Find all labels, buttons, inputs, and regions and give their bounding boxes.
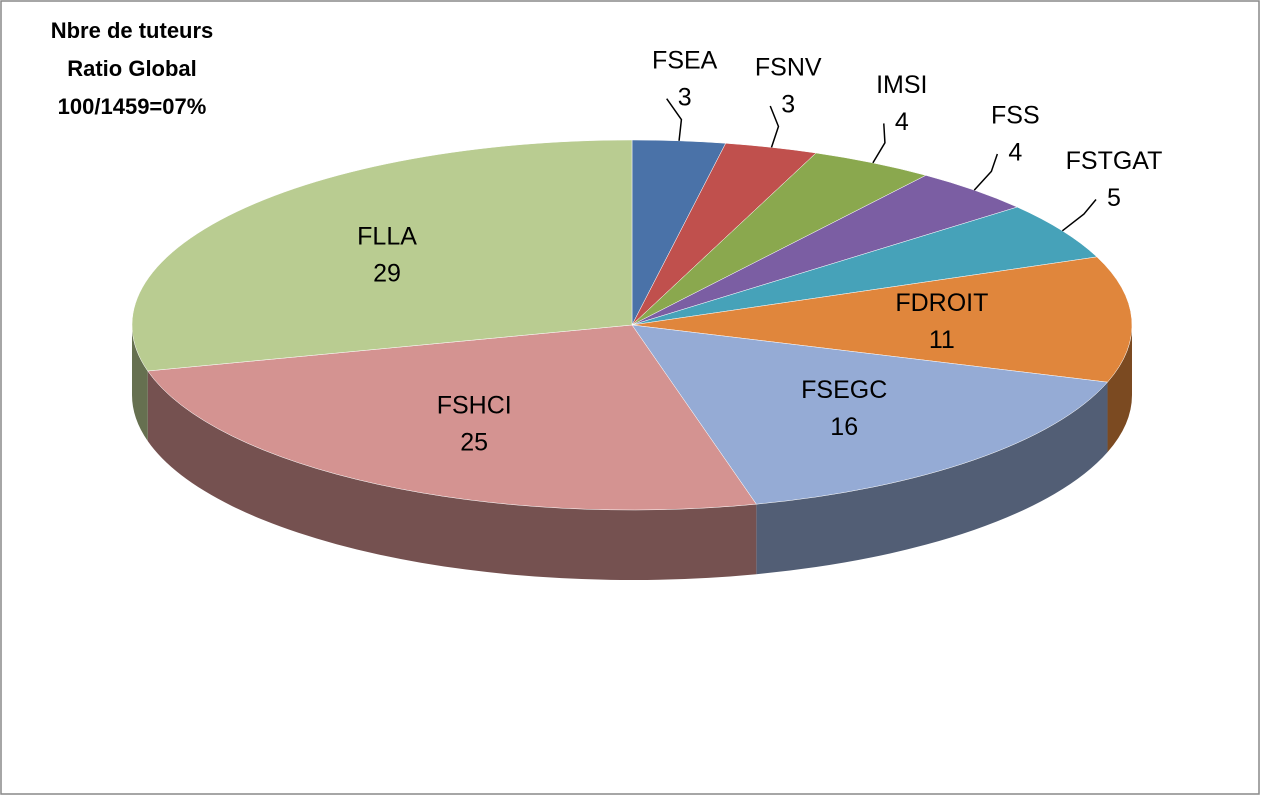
chart-title: 100/1459=07%: [58, 94, 207, 119]
data-label-value: 4: [895, 108, 909, 136]
pie-side: [147, 371, 757, 580]
pie-slice: [631, 206, 1098, 326]
data-label-name: IMSI: [876, 71, 927, 99]
data-label-name: FSHCI: [437, 391, 512, 419]
pie-slice: [147, 324, 757, 511]
data-label-name: FSS: [991, 102, 1040, 130]
pie-slice: [631, 256, 1133, 383]
data-label-value: 29: [373, 259, 401, 287]
data-label-value: 5: [1107, 184, 1121, 212]
pie-side: [1107, 325, 1132, 453]
data-label-value: 3: [781, 91, 795, 119]
data-label-name: FDROIT: [895, 289, 988, 317]
data-label-value: 3: [678, 83, 692, 111]
pie-side: [132, 325, 148, 442]
leader-line: [769, 105, 780, 148]
leader-line: [1061, 199, 1097, 232]
pie-slice: [131, 139, 633, 372]
leader-line: [973, 153, 999, 191]
data-label-value: 4: [1008, 139, 1022, 167]
chart-title: Ratio Global: [67, 56, 197, 81]
chart-title: Nbre de tuteurs: [51, 18, 214, 43]
pie-slice: [631, 324, 1109, 505]
data-label-value: 25: [460, 428, 488, 456]
data-label-name: FSEGC: [801, 376, 887, 404]
data-label-value: 16: [830, 413, 858, 441]
data-label-name: FSTGAT: [1066, 147, 1163, 175]
data-label-name: FSNV: [755, 54, 822, 82]
pie-side: [756, 382, 1108, 575]
leader-line: [666, 98, 683, 141]
data-label-name: FSEA: [652, 46, 718, 74]
data-label-name: FLLA: [357, 222, 417, 250]
data-label-value: 11: [929, 326, 955, 354]
leader-line: [872, 123, 886, 164]
